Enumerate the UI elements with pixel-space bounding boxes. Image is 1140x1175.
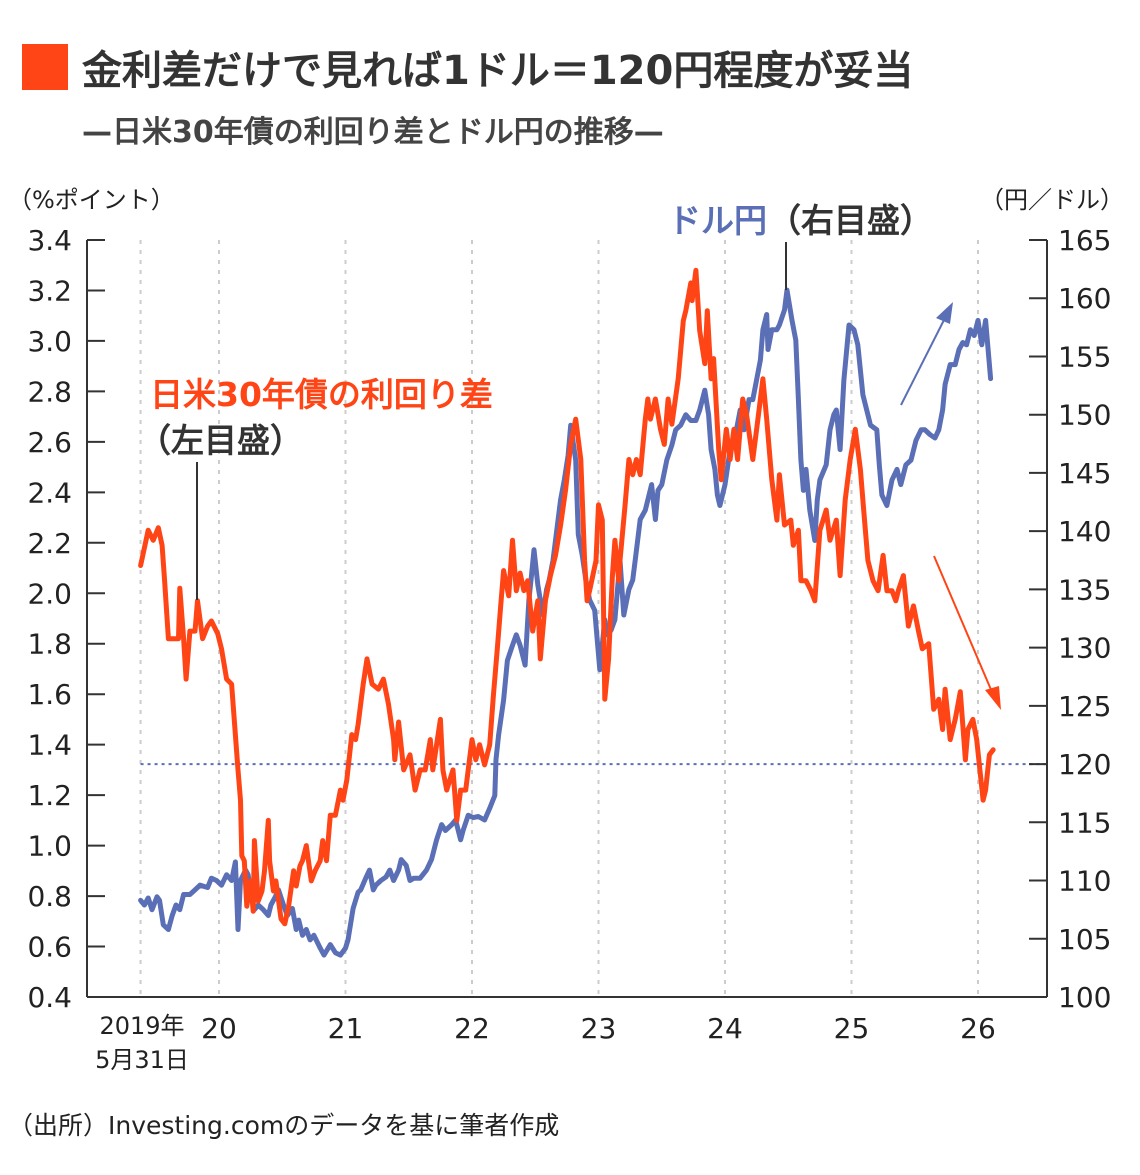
right-tick-label: 110 [1058, 865, 1111, 898]
right-axis-unit: （円／ドル） [980, 186, 1124, 214]
x-start-label-year: 2019年 [99, 1012, 184, 1040]
right-tick-label: 155 [1058, 340, 1111, 373]
usdjpy-series-label: ドル円 [668, 201, 767, 240]
chart-subtitle: —日米30年債の利回り差とドル円の推移— [82, 115, 664, 150]
x-tick-label-20: 20 [201, 1012, 237, 1045]
x-tick-label-22: 22 [454, 1012, 490, 1045]
x-tick-label-25: 25 [834, 1012, 870, 1045]
left-tick-label: 2.6 [27, 426, 72, 459]
spread-series-label: 日米30年債の利回り差 [150, 375, 493, 414]
right-tick-label: 120 [1058, 748, 1111, 781]
left-tick-label: 3.4 [27, 224, 72, 257]
right-tick-label: 130 [1058, 632, 1111, 665]
left-tick-label: 3.2 [27, 274, 72, 307]
x-start-label-date: 5月31日 [95, 1046, 189, 1074]
series-lines [138, 267, 996, 958]
left-tick-label: 2.4 [27, 476, 72, 509]
up-trend-arrow [900, 302, 953, 406]
left-tick-label: 0.4 [27, 981, 72, 1014]
axis-ticks: 20 21 22 23 24 25 26 3.4 3.2 3.0 2.8 2.6 2.4 2.2 2.0 1.… [27, 224, 1111, 1045]
right-tick-label: 140 [1058, 515, 1111, 548]
x-tick-label-23: 23 [581, 1012, 617, 1045]
left-tick-label: 1.4 [27, 729, 72, 762]
title-accent-square [22, 44, 68, 90]
left-tick-label: 3.0 [27, 325, 72, 358]
left-tick-label: 1.8 [27, 628, 72, 661]
right-tick-label: 160 [1058, 282, 1111, 315]
right-tick-label: 165 [1058, 224, 1111, 257]
left-tick-label: 2.8 [27, 375, 72, 408]
down-trend-arrow [933, 555, 1001, 710]
left-tick-label: 0.8 [27, 880, 72, 913]
x-tick-label-24: 24 [707, 1012, 743, 1045]
chart-title: 金利差だけで見れば1ドル＝120円程度が妥当 [81, 48, 913, 94]
right-tick-label: 145 [1058, 457, 1111, 490]
right-tick-label: 125 [1058, 690, 1111, 723]
usdjpy-axis-note: （右目盛） [768, 201, 933, 240]
source-note: （出所）Investing.comのデータを基に筆者作成 [8, 1111, 559, 1140]
right-tick-label: 115 [1058, 806, 1111, 839]
left-axis-unit: （%ポイント） [8, 186, 175, 214]
grid [139, 240, 979, 997]
spread-axis-note: （左目盛） [138, 421, 303, 460]
x-tick-label-21: 21 [328, 1012, 364, 1045]
x-tick-label-26: 26 [960, 1012, 996, 1045]
left-tick-label: 2.0 [27, 577, 72, 610]
right-tick-label: 100 [1058, 981, 1111, 1014]
right-tick-label: 150 [1058, 399, 1111, 432]
spread-series-line [138, 267, 996, 927]
right-tick-label: 135 [1058, 573, 1111, 606]
left-tick-label: 1.6 [27, 678, 72, 711]
left-tick-label: 0.6 [27, 931, 72, 964]
left-tick-label: 1.2 [27, 779, 72, 812]
right-tick-label: 105 [1058, 923, 1111, 956]
left-tick-label: 1.0 [27, 830, 72, 863]
left-tick-label: 2.2 [27, 527, 72, 560]
